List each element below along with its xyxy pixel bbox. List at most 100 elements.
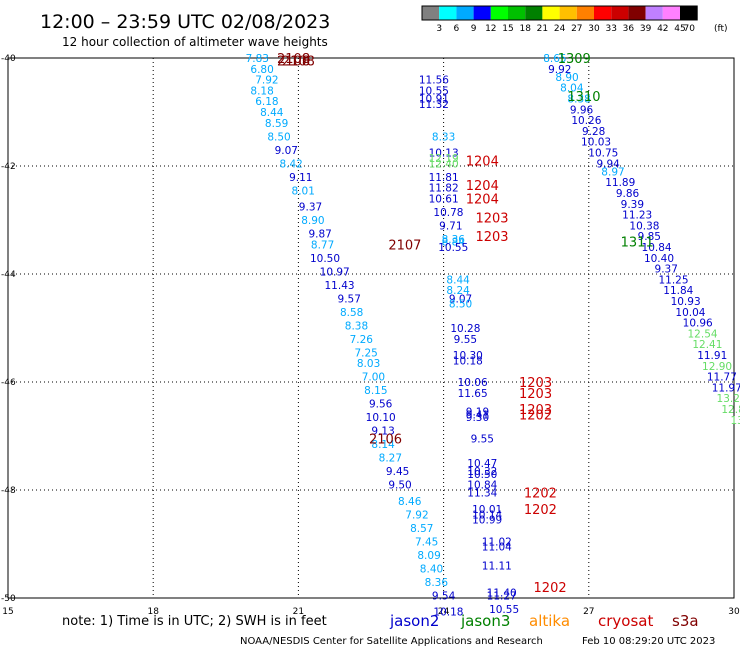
colorbar-swatch — [422, 6, 440, 20]
x-tick-label: 15 — [2, 607, 13, 617]
wave-height-label: 7.83 — [246, 53, 269, 65]
y-tick-label: -46 — [1, 378, 16, 388]
wave-height-label: 8.38 — [567, 94, 590, 106]
colorbar-label: 6 — [454, 24, 460, 34]
wave-height-label: 11.34 — [467, 488, 497, 500]
colorbar-label: 18 — [519, 24, 531, 34]
altimeter-tracks: 7.836.807.928.186.188.448.598.509.078.42… — [246, 53, 740, 619]
wave-height-label: 9.13 — [371, 426, 394, 438]
colorbar-swatch — [662, 6, 680, 20]
colorbar-swatch — [645, 6, 663, 20]
wave-height-label: 9.71 — [439, 220, 462, 232]
colorbar-label: 24 — [554, 24, 566, 34]
x-tick-label: 24 — [438, 607, 450, 617]
wave-height-label: 11.43 — [325, 280, 355, 292]
wave-height-label: 10.84 — [642, 242, 672, 254]
wave-height-label: 9.54 — [432, 590, 456, 602]
wave-height-label: 11.40 — [487, 588, 517, 600]
axis-ticks: 15 18 21 24 27 30 -40 -42 -44 -46 -48 -50 — [1, 54, 740, 617]
y-tick-label: -50 — [1, 594, 16, 604]
x-tick-label: 18 — [147, 607, 159, 617]
pass-time-label: 2108 — [282, 55, 315, 70]
colorbar-swatch — [456, 6, 474, 20]
footer-note: note: 1) Time is in UTC; 2) SWH is in fe… — [62, 614, 327, 629]
wave-height-label: 11.02 — [482, 536, 512, 548]
wave-height-label: 11.65 — [458, 388, 488, 400]
wave-height-label: 11.89 — [605, 177, 635, 189]
wave-height-label: 8.90 — [555, 72, 578, 84]
track-central: 11.5610.5510.9111.328.3310.1312.1912.401… — [419, 75, 519, 616]
wave-height-label: 8.38 — [345, 320, 368, 332]
wave-height-label: 10.75 — [588, 148, 618, 160]
wave-height-label: 9.28 — [582, 126, 605, 138]
map-frame — [7, 57, 735, 599]
wave-height-label: 10.04 — [675, 307, 705, 319]
legend-jason2: jason2 — [389, 612, 439, 630]
wave-height-label: 10.55 — [438, 242, 468, 254]
wave-height-label: 8.36 — [425, 577, 449, 589]
colorbar-swatch — [559, 6, 577, 20]
y-tick-label: -44 — [1, 270, 16, 280]
wave-height-label: 12.19 — [429, 153, 459, 165]
pass-time-label: 1203 — [519, 387, 552, 402]
wave-height-label: 12.90 — [702, 361, 732, 373]
wave-height-label: 11.32 — [419, 99, 449, 111]
wave-height-label: 10.26 — [571, 115, 601, 127]
wave-height-label: 12.54 — [688, 328, 718, 340]
pass-time-label: 1310 — [567, 90, 600, 105]
wave-height-label: 11.27 — [487, 590, 517, 602]
wave-height-label: 9.96 — [570, 104, 594, 116]
wave-height-label: 9.57 — [338, 293, 361, 305]
colorbar-swatch — [473, 6, 491, 20]
wave-height-label: 10.55 — [419, 85, 449, 97]
page-title: 12:00 – 23:59 UTC 02/08/2023 — [40, 11, 330, 33]
footer-credit: NOAA/NESDIS Center for Satellite Applica… — [240, 636, 543, 647]
wave-height-label: 8.50 — [449, 299, 472, 311]
colorbar-swatch — [525, 6, 543, 20]
wave-height-label: 10.47 — [467, 458, 497, 470]
wave-height-label: 10.14 — [472, 509, 502, 521]
track-east: 8.659.928.908.048.389.9610.269.2810.0310… — [543, 53, 740, 427]
wave-height-label: 9.30 — [466, 412, 489, 424]
wave-height-label: 8.27 — [379, 453, 402, 465]
wave-height-label: 8.01 — [292, 185, 315, 197]
legend-altika: altika — [529, 612, 570, 630]
colorbar-swatch — [439, 6, 457, 20]
wave-height-label: 10.99 — [472, 515, 502, 527]
wave-height-label: 11.91 — [697, 350, 727, 362]
x-tick-label: 27 — [583, 607, 594, 617]
wave-height-label: 9.56 — [369, 399, 393, 411]
wave-height-label: 7.45 — [415, 536, 438, 548]
wave-height-label: 6.18 — [255, 96, 278, 108]
pass-time-label: 1203 — [519, 403, 552, 418]
wave-height-label: 8.03 — [357, 358, 380, 370]
wave-height-label: 10.97 — [320, 266, 350, 278]
wave-height-label: 8.90 — [301, 215, 324, 227]
wave-height-label: 9.11 — [289, 172, 312, 184]
wave-height-label: 8.46 — [398, 496, 422, 508]
wave-height-label: 11.97 — [712, 382, 740, 394]
wave-height-label: 8.58 — [340, 307, 363, 319]
colorbar-swatch — [576, 6, 594, 20]
pass-time-label: 1202 — [524, 487, 557, 502]
wave-height-label: 11.77 — [707, 372, 737, 384]
wave-height-label: 10.78 — [433, 207, 463, 219]
wave-height-label: 13. — [730, 415, 740, 427]
colorbar-swatch — [542, 6, 560, 20]
wave-height-label: 10.61 — [429, 193, 459, 205]
y-tick-label: -42 — [1, 162, 16, 172]
pass-time-label: 1309 — [558, 52, 591, 67]
wave-height-label: 8.44 — [260, 107, 284, 119]
colorbar-swatch — [680, 6, 698, 20]
wave-height-label: 7.00 — [362, 372, 385, 384]
colorbar-label: 21 — [537, 24, 548, 34]
wave-height-label: 9.07 — [449, 293, 472, 305]
wave-height-label: 10.18 — [433, 607, 463, 619]
wave-height-label: 13.27 — [717, 393, 740, 405]
wave-height-label: 9.87 — [308, 229, 331, 241]
wave-height-label: 9.55 — [454, 334, 477, 346]
y-tick-label: -40 — [1, 54, 16, 64]
pass-time-label: 2108 — [277, 55, 310, 70]
